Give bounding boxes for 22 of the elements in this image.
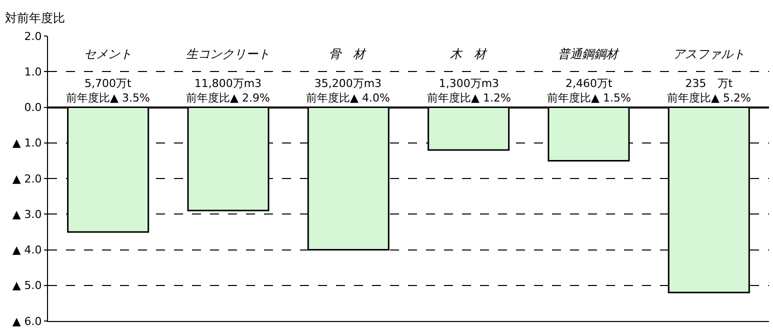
- y-tick-label: 1.0: [24, 65, 42, 78]
- annotation: 235 万t 前年度比▲ 5.2%: [667, 77, 751, 104]
- x-tick-label: 木 材: [450, 47, 488, 61]
- annotation: 1,300万m3 前年度比▲ 1.2%: [427, 77, 511, 104]
- x-tick-label: アスファルト: [673, 47, 745, 61]
- y-tick-label: ▲ 6.0: [12, 314, 42, 328]
- y-tick-label: ▲ 1.0: [12, 136, 42, 150]
- annotation: 11,800万m3 前年度比▲ 2.9%: [186, 77, 270, 104]
- y-tick-label: 0.0: [24, 101, 42, 114]
- y-tick-label: ▲ 4.0: [12, 244, 42, 257]
- y-tick-label: ▲ 3.0: [12, 208, 42, 221]
- annotation: 35,200万m3 前年度比▲ 4.0%: [306, 77, 390, 104]
- chart-title: 対前年度比: [5, 11, 65, 25]
- y-tick-label: ▲ 2.0: [12, 172, 42, 186]
- y-tick-label: ▲ 5.0: [12, 279, 42, 292]
- x-tick-label: 普通鋼鋼材: [558, 47, 620, 61]
- x-tick-label: 生コンクリート: [186, 47, 270, 61]
- x-tick-label: 骨 材: [329, 47, 367, 61]
- annotation: 2,460万t 前年度比▲ 1.5%: [547, 77, 631, 104]
- x-tick-label: セメント: [84, 47, 132, 61]
- annotation: 5,700万t 前年度比▲ 3.5%: [66, 77, 150, 104]
- y-tick-label: 2.0: [24, 30, 42, 43]
